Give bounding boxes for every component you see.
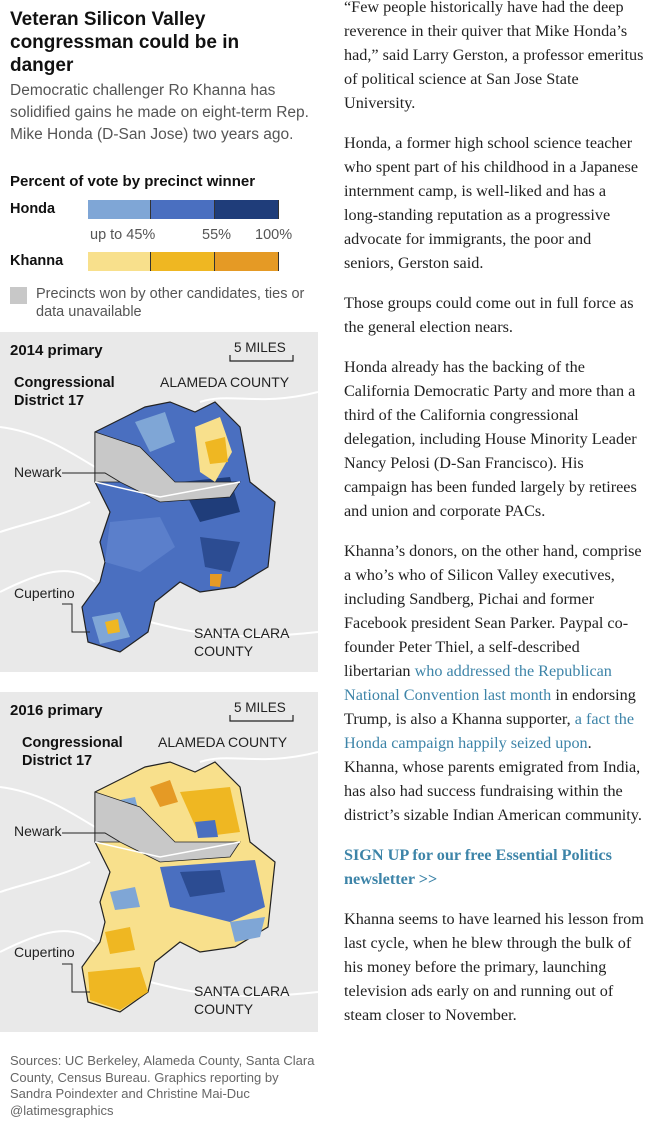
map-2016-graphic bbox=[0, 715, 318, 1013]
sources-credit: Sources: UC Berkeley, Alameda County, Sa… bbox=[10, 1053, 315, 1118]
legend-honda-label: Honda bbox=[10, 201, 56, 217]
map-2016-district-label: Congressional District 17 bbox=[22, 735, 123, 769]
rnc-convention-link[interactable]: who addressed the Republican National Co… bbox=[344, 662, 612, 704]
map-2016-scale-label: 5 MILES bbox=[234, 700, 286, 715]
article-paragraph-1: “Few people historically have had the de… bbox=[344, 0, 644, 112]
dek: Democratic challenger Ro Khanna has soli… bbox=[10, 82, 309, 143]
map-2014-scale-label: 5 MILES bbox=[234, 340, 286, 355]
map-2014: 2014 primary 5 MILES Congressional Distr… bbox=[0, 332, 318, 672]
legend-khanna-swatch-high bbox=[215, 252, 279, 271]
map-2014-alameda-label: ALAMEDA COUNTY bbox=[160, 374, 290, 390]
map-2016-santa-clara-label: SANTA CLARA COUNTY bbox=[194, 983, 289, 1017]
legend-tick-100: 100% bbox=[255, 227, 293, 243]
map-2014-santa-clara-label: SANTA CLARA COUNTY bbox=[194, 625, 289, 659]
newsletter-signup-link[interactable]: SIGN UP for our free Essential Politics … bbox=[344, 846, 612, 888]
article-paragraph-3: Those groups could come out in full forc… bbox=[344, 294, 634, 336]
article-paragraph-6: Khanna seems to have learned his lesson … bbox=[344, 910, 644, 1024]
map-2014-cupertino-label: Cupertino bbox=[14, 585, 75, 601]
article-paragraph-5-text-c: . Khanna, whose parents emigrated from I… bbox=[344, 734, 642, 824]
legend-khanna-swatch-mid bbox=[151, 252, 215, 271]
map-2014-district-label: Congressional District 17 bbox=[14, 375, 115, 409]
map-2016-alameda-label: ALAMEDA COUNTY bbox=[158, 734, 288, 750]
legend-honda-swatch-low bbox=[88, 200, 151, 219]
headline: Veteran Silicon Valley congressman could… bbox=[10, 9, 240, 76]
article-paragraph-2: Honda, a former high school science teac… bbox=[344, 134, 639, 272]
legend-other-text: Precincts won by other candidates, ties … bbox=[36, 286, 305, 320]
legend-tick-45: up to 45% bbox=[90, 227, 156, 243]
map-2014-graphic bbox=[0, 355, 318, 653]
graphic-column: Veteran Silicon Valley congressman could… bbox=[10, 0, 318, 320]
legend-khanna-label: Khanna bbox=[10, 253, 64, 269]
article-paragraph-4: Honda already has the backing of the Cal… bbox=[344, 358, 637, 520]
article-column: “Few people historically have had the de… bbox=[344, 0, 644, 1043]
legend-khanna-bar bbox=[88, 252, 279, 271]
map-2014-newark-label: Newark bbox=[14, 464, 62, 480]
honda-campaign-link[interactable]: a fact the Honda campaign happily seized… bbox=[344, 710, 635, 752]
map-2014-title: 2014 primary bbox=[10, 342, 103, 359]
legend-khanna-swatch-low bbox=[88, 252, 151, 271]
legend-title: Percent of vote by precinct winner bbox=[10, 173, 256, 190]
article-paragraph-5-text-b: in endorsing Trump, is also a Khanna sup… bbox=[344, 686, 636, 728]
map-2016-newark-label: Newark bbox=[14, 823, 62, 839]
legend-honda-swatch-mid bbox=[151, 200, 215, 219]
legend-honda-bar bbox=[88, 200, 279, 219]
map-2016: 2016 primary 5 MILES Congressional Distr… bbox=[0, 692, 318, 1032]
map-2016-title: 2016 primary bbox=[10, 702, 103, 719]
legend-other-swatch bbox=[10, 287, 27, 304]
article-paragraph-5-text-a: Khanna’s donors, on the other hand, comp… bbox=[344, 542, 642, 680]
legend-tick-55: 55% bbox=[202, 227, 232, 243]
legend-honda-swatch-high bbox=[215, 200, 279, 219]
map-2016-cupertino-label: Cupertino bbox=[14, 944, 75, 960]
article-paragraph-5: Khanna’s donors, on the other hand, comp… bbox=[344, 539, 644, 827]
